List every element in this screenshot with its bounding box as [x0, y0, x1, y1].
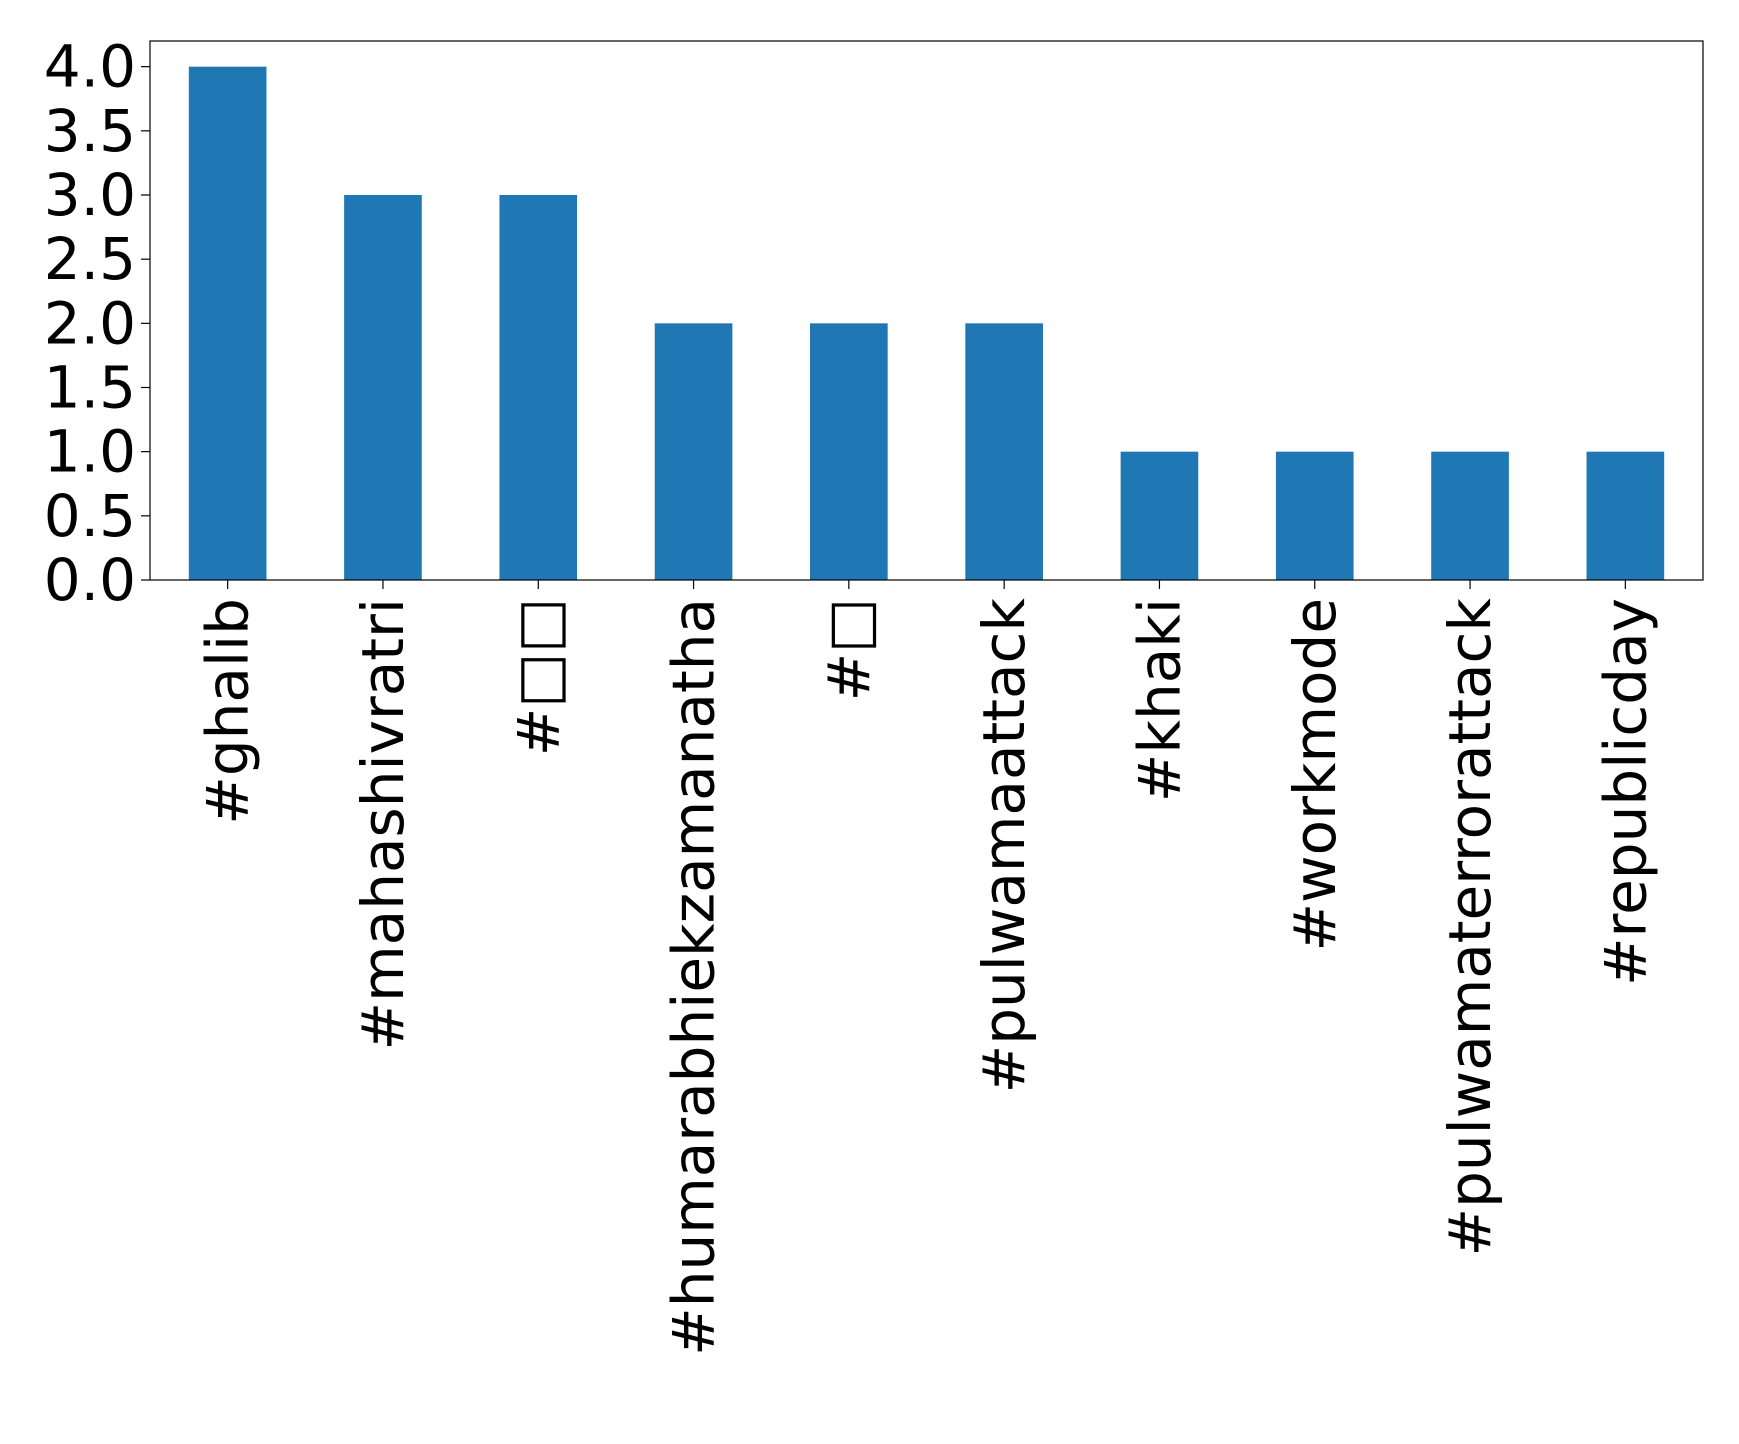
y-tick-label-4: 2.0	[44, 289, 136, 357]
x-tick-label-4: #□	[815, 598, 883, 701]
y-tick-label-6: 3.0	[44, 161, 136, 229]
y-tick-label-8: 4.0	[44, 33, 136, 101]
y-tick-label-2: 1.0	[44, 418, 136, 486]
x-tick-label-5: #pulwamaattack	[970, 598, 1038, 1094]
bar-5	[965, 323, 1043, 580]
x-tick-label-6: #khaki	[1125, 598, 1193, 802]
y-tick-label-0: 0.0	[44, 546, 136, 614]
x-tick-label-7: #workmode	[1281, 598, 1349, 951]
bar-3	[654, 323, 733, 580]
bar-9	[1586, 451, 1665, 580]
bar-8	[1431, 451, 1509, 580]
x-tick-label-2: #□□	[504, 598, 572, 756]
x-tick-label-0: #ghalib	[194, 598, 262, 825]
bar-0	[188, 66, 267, 581]
plot-area-frame	[149, 40, 1704, 581]
bar-4	[810, 323, 888, 580]
bars-group	[188, 66, 1665, 581]
x-tick-label-9: #republicday	[1591, 598, 1659, 986]
y-tick-label-3: 1.5	[44, 354, 136, 422]
x-axis-ticks: #ghalib #mahashivratri #□□ #humarabhiekzama…	[194, 580, 1659, 1356]
bar-7	[1275, 451, 1354, 580]
x-tick-label-3: #humarabhiekzamanatha	[660, 598, 728, 1356]
bar-2	[499, 195, 578, 580]
y-tick-label-1: 0.5	[44, 482, 136, 550]
y-tick-label-5: 2.5	[44, 225, 136, 293]
bar-6	[1120, 451, 1199, 580]
bar-1	[344, 195, 422, 580]
x-tick-label-8: #pulwamaterrorattack	[1436, 598, 1504, 1257]
x-tick-label-1: #mahashivratri	[349, 598, 417, 1050]
y-tick-label-7: 3.5	[44, 97, 136, 165]
y-axis-ticks: 0.00.51.01.52.02.53.03.54.0	[44, 33, 150, 614]
